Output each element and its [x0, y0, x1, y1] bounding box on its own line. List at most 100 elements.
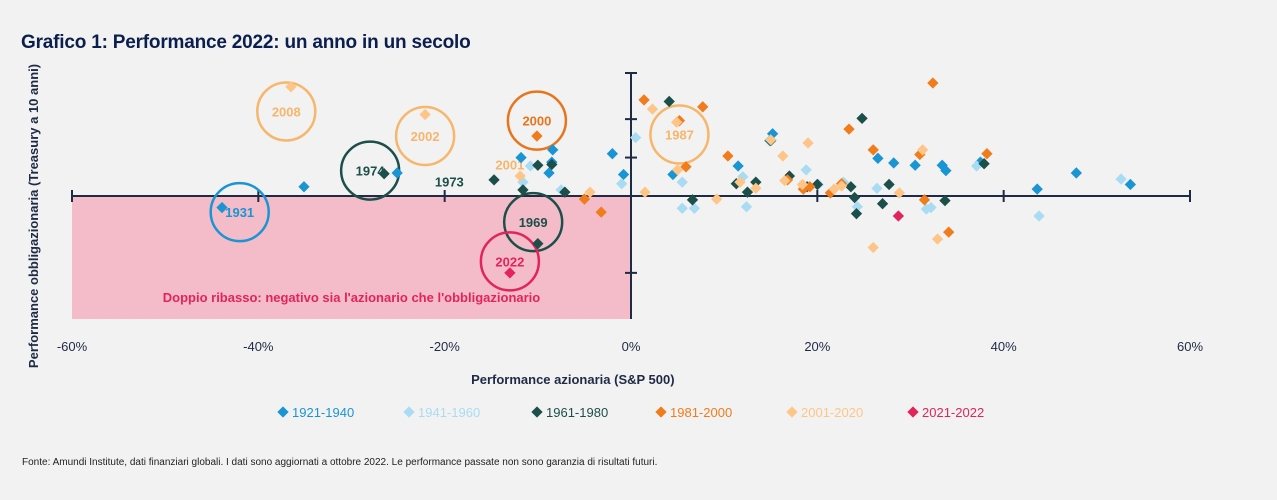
points-layer — [216, 77, 1137, 279]
data-point — [777, 150, 789, 162]
legend-item: 1981-2000 — [655, 405, 732, 420]
legend-item: 1961-1980 — [531, 405, 608, 420]
legend-label: 2001-2020 — [801, 405, 863, 420]
data-point — [892, 210, 905, 222]
data-point — [646, 103, 659, 115]
data-point — [845, 181, 857, 193]
x-tick-label: -20% — [429, 339, 460, 354]
data-point — [765, 134, 777, 146]
data-point — [883, 178, 895, 191]
data-point — [779, 174, 791, 187]
x-tick-label: 60% — [1177, 339, 1203, 354]
data-point — [419, 108, 431, 121]
annotation-label: 1931 — [225, 205, 254, 220]
data-point — [871, 182, 883, 194]
data-point — [867, 144, 879, 156]
annotation-label: 2000 — [522, 114, 551, 129]
data-point — [1031, 183, 1043, 195]
data-point — [981, 148, 993, 160]
data-point — [547, 144, 559, 156]
data-point — [876, 198, 889, 210]
data-point — [867, 241, 879, 254]
legend-label: 1961-1980 — [546, 405, 608, 420]
data-point — [378, 168, 390, 180]
data-point — [630, 131, 642, 144]
legend-item: 2021-2022 — [907, 405, 984, 420]
axes-layer: -60% -40% -20% 0% 20% 40% 60% Performance azion… — [26, 64, 1203, 387]
data-point — [616, 178, 628, 190]
legend-label: 2021-2022 — [922, 405, 984, 420]
data-point — [532, 159, 544, 171]
double-decline-label: Doppio ribasso: negativo sia l'azionario… — [163, 290, 541, 305]
annotation-circle — [502, 191, 564, 253]
data-point — [796, 178, 809, 191]
annotation-label: 2001 — [495, 157, 524, 172]
data-point — [559, 186, 571, 198]
data-point — [918, 194, 931, 206]
data-point — [531, 130, 543, 142]
data-point — [909, 159, 921, 171]
y-axis-label: Performance obbligazionaria (Treasury a … — [26, 64, 41, 368]
data-point — [686, 194, 699, 206]
data-point — [893, 187, 905, 199]
data-point — [671, 164, 684, 176]
data-point — [943, 226, 955, 238]
annotation-circle — [256, 81, 317, 142]
annotation-label: 1969 — [519, 215, 548, 230]
annotation-layer: 2008 2002 2000 1987 1974 1931 1969 2022 2001 1973 — [209, 81, 710, 292]
data-point — [488, 174, 500, 186]
data-point — [939, 194, 951, 207]
legend-marker — [531, 406, 543, 418]
data-point — [1124, 178, 1137, 191]
source-footnote: Fonte: Amundi Institute, dati finanziari… — [22, 457, 658, 468]
annotation-label: 2022 — [495, 254, 524, 269]
data-point — [606, 148, 619, 160]
data-point — [639, 186, 651, 198]
legend-marker — [277, 406, 289, 418]
annotation-circle — [209, 181, 270, 243]
data-point — [848, 191, 861, 204]
annotation-label: 1973 — [435, 174, 464, 189]
data-point — [940, 164, 952, 177]
data-point — [532, 238, 544, 250]
x-tick-label: 0% — [622, 339, 641, 354]
data-point — [524, 160, 537, 172]
data-point — [750, 182, 762, 194]
data-point — [740, 201, 753, 213]
legend-item: 1941-1960 — [403, 405, 480, 420]
x-tick-label: 40% — [991, 339, 1017, 354]
data-point — [1070, 167, 1082, 179]
data-point — [617, 168, 630, 181]
data-point — [978, 158, 990, 170]
legend-item: 1921-1940 — [277, 405, 354, 420]
x-tick-label: -60% — [57, 339, 88, 354]
data-point — [750, 176, 762, 188]
legend-label: 1941-1960 — [418, 405, 480, 420]
legend-item: 2001-2020 — [786, 405, 863, 420]
chart-title: Grafico 1: Performance 2022: un anno in … — [21, 32, 471, 53]
data-point — [638, 94, 650, 106]
legend: 1921-1940 1941-1960 1961-1980 1981-2000 2001… — [277, 405, 984, 420]
annotation-label: 1974 — [356, 164, 386, 179]
data-point — [676, 202, 688, 214]
data-point — [711, 193, 723, 205]
data-point — [298, 181, 310, 193]
data-point — [927, 77, 939, 89]
data-point — [856, 112, 868, 125]
x-tick-label: 20% — [804, 339, 830, 354]
data-point — [722, 150, 734, 162]
data-point — [216, 201, 228, 214]
data-point — [916, 144, 929, 156]
data-point — [595, 206, 607, 218]
data-point — [734, 176, 746, 188]
data-point — [514, 170, 526, 182]
annotation-circle — [649, 104, 710, 165]
data-point — [850, 208, 863, 220]
data-point — [1115, 173, 1127, 185]
data-point — [688, 202, 701, 214]
data-point — [676, 176, 688, 188]
data-point — [802, 137, 814, 149]
legend-label: 1981-2000 — [670, 405, 732, 420]
data-point — [800, 164, 812, 176]
x-tick-label: -40% — [243, 339, 274, 354]
